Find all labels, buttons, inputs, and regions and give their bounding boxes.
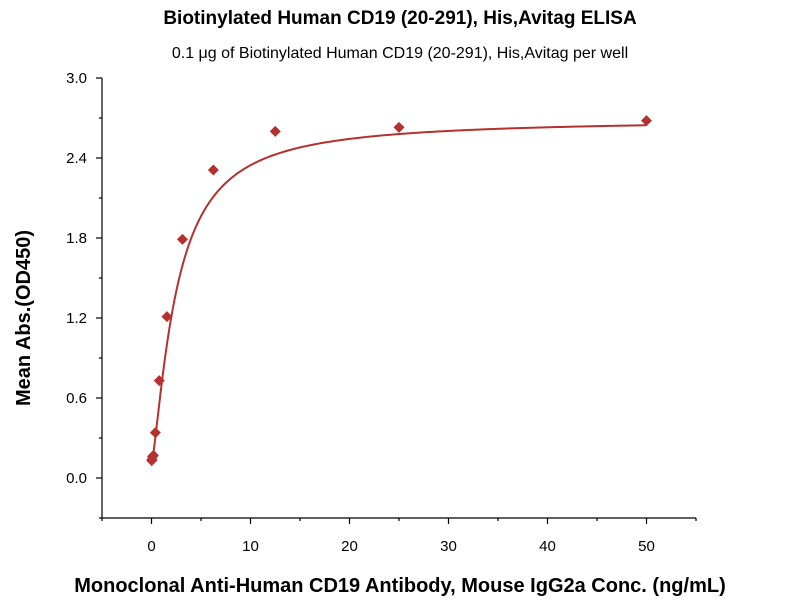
y-ticks: 0.0 0.6 1.2 1.8 2.4 3.0 — [66, 70, 102, 519]
y-tick-label: 2.4 — [66, 150, 87, 167]
data-point-marker — [176, 233, 188, 245]
y-tick-label: 1.2 — [66, 310, 87, 327]
fit-curve — [150, 124, 647, 464]
data-point-marker — [641, 115, 652, 127]
x-ticks: 0 10 20 30 40 50 — [101, 518, 697, 555]
x-tick-label: 20 — [341, 538, 358, 555]
data-points — [146, 115, 652, 467]
y-tick-label: 1.8 — [66, 230, 87, 247]
x-tick-label: 0 — [147, 538, 155, 555]
data-point-marker — [149, 427, 161, 439]
x-tick-label: 40 — [539, 538, 556, 555]
data-point-marker — [153, 375, 165, 387]
y-tick-label: 0.6 — [66, 390, 87, 407]
data-point-marker — [393, 121, 405, 133]
x-tick-label: 50 — [638, 538, 655, 555]
chart-subtitle: 0.1 μg of Biotinylated Human CD19 (20-29… — [172, 45, 628, 62]
chart-title: Biotinylated Human CD19 (20-291), His,Av… — [163, 8, 637, 29]
axes — [101, 78, 696, 519]
y-tick-label: 3.0 — [66, 70, 87, 87]
y-tick-label: 0.0 — [66, 470, 87, 487]
data-point-marker — [207, 164, 219, 176]
data-point-marker — [161, 311, 173, 323]
x-axis-title: Monoclonal Anti-Human CD19 Antibody, Mou… — [74, 575, 725, 597]
data-point-marker — [269, 125, 281, 137]
x-tick-label: 10 — [242, 538, 259, 555]
y-axis-title: Mean Abs.(OD450) — [13, 230, 35, 406]
x-tick-label: 30 — [440, 538, 457, 555]
data-point-marker — [147, 449, 159, 461]
